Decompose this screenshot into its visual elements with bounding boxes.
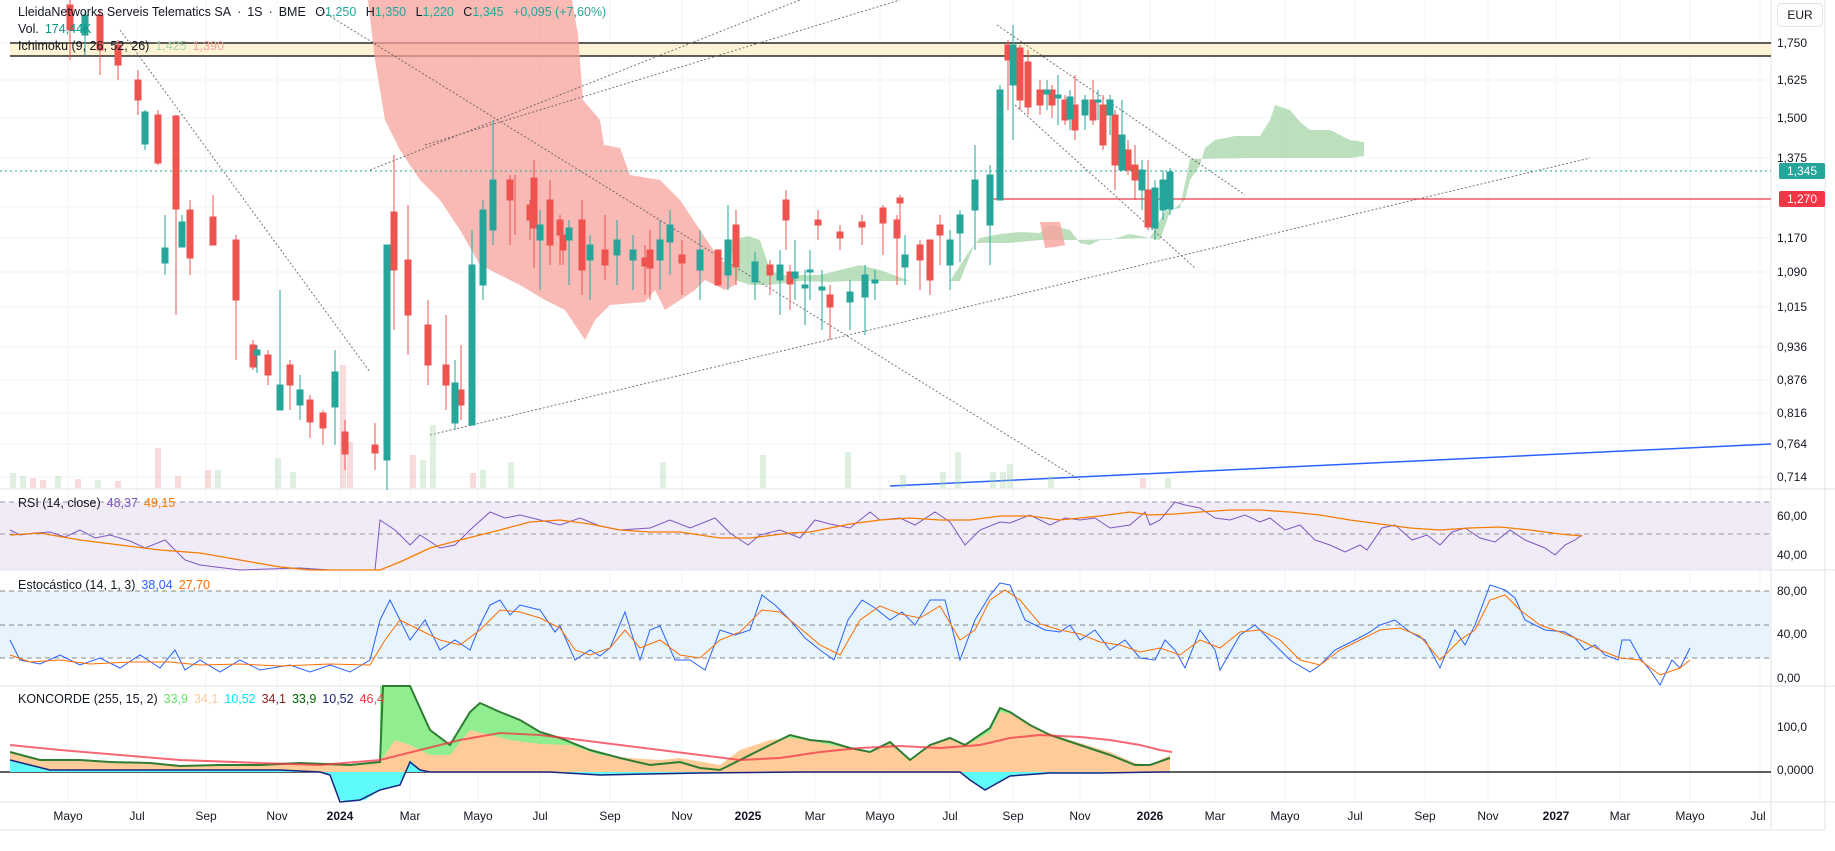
candles (66, 0, 1174, 490)
change-value: +0,095 (+7,60%) (513, 5, 607, 19)
rsi-ma-line (9, 509, 1583, 571)
volume-legend[interactable]: Vol. 174,44K (18, 22, 92, 36)
close-value: 1,345 (472, 5, 504, 19)
currency-button[interactable]: EUR (1777, 3, 1823, 27)
high-value: 1,350 (374, 5, 407, 19)
blue-trendline (889, 443, 1772, 487)
grid (0, 0, 1771, 802)
koncorde-orange-area (10, 712, 1170, 772)
stochastic-legend[interactable]: Estocástico (14, 1, 3) 38,04 27,70 (18, 578, 210, 592)
open-value: 1,250 (325, 5, 357, 19)
resistance-zone (10, 43, 1771, 56)
ichimoku-cloud-bullish (730, 105, 1364, 285)
stoch-k-line (9, 582, 1691, 687)
koncorde-red-line (9, 731, 1173, 767)
exchange: BME (278, 5, 306, 19)
symbol-legend[interactable]: LleidaNetworks Serveis Telematics SA · 1S ·… (18, 5, 607, 19)
stoch-d-line (9, 589, 1691, 676)
rsi-legend[interactable]: RSI (14, close) 48,37 49,15 (18, 496, 176, 510)
rsi-band (0, 502, 1771, 570)
low-value: 1,220 (422, 5, 454, 19)
volume-bars (10, 365, 1171, 488)
symbol-name[interactable]: LleidaNetworks Serveis Telematics SA (18, 5, 232, 19)
koncorde-legend[interactable]: KONCORDE (255, 15, 2) 33,9 34,1 10,52 34,1 33… (18, 692, 384, 706)
last-price-tag: 1,345 (1779, 163, 1825, 179)
line-price-tag: 1,270 (1779, 191, 1825, 207)
interval: 1S (247, 5, 263, 19)
volume-value: 174,44K (44, 22, 92, 36)
ichimoku-legend[interactable]: Ichimoku (9, 26, 52, 26) 1,425 1,390 (18, 39, 224, 53)
